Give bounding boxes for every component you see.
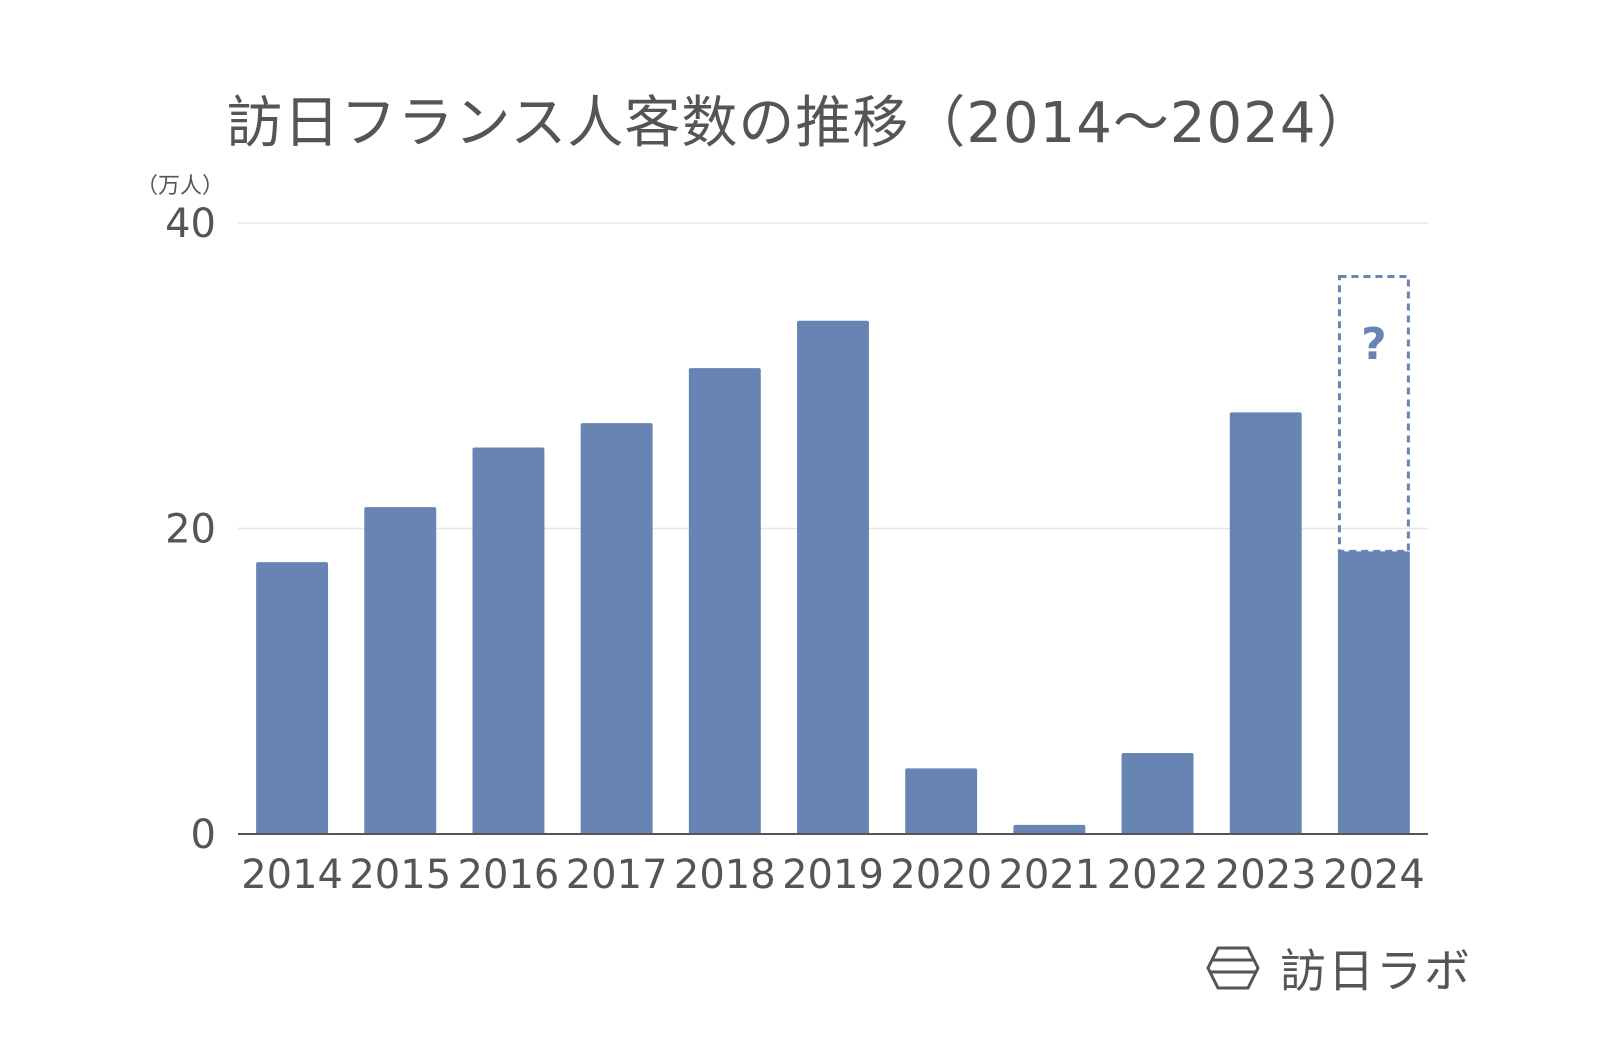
chart-title: 訪日フランス人客数の推移（2014〜2024）: [226, 91, 1374, 156]
x-tick-label: 2018: [674, 852, 776, 898]
bar-2015: [364, 507, 437, 834]
y-axis-unit-label: （万人）: [136, 174, 225, 199]
x-tick-label: 2016: [458, 852, 560, 898]
hexagon-logo-icon: [1206, 946, 1260, 990]
bar-2016: [472, 447, 545, 834]
y-tick-label: 0: [191, 812, 216, 858]
x-tick-label: 2023: [1215, 852, 1317, 898]
x-tick-label: 2015: [349, 852, 451, 898]
bar-2022: [1121, 753, 1194, 834]
x-tick-label: 2017: [566, 852, 668, 898]
bar-2023: [1229, 412, 1302, 834]
y-tick-label: 20: [165, 507, 216, 553]
bar-2024: [1337, 551, 1410, 834]
x-tick-label: 2020: [890, 852, 992, 898]
bar-2019: [797, 320, 869, 834]
bar-2018: [688, 368, 761, 834]
projection-outline: [1337, 274, 1410, 553]
x-tick-label: 2019: [782, 852, 884, 898]
brand-name: 訪日ラボ: [1280, 944, 1472, 998]
bar-2014: [256, 562, 329, 834]
bar-2021: [1013, 824, 1086, 834]
x-tick-label: 2014: [241, 852, 343, 898]
projection-question-mark: ?: [1361, 319, 1387, 370]
bar-2017: [580, 423, 653, 834]
x-tick-label: 2021: [998, 852, 1100, 898]
y-tick-label: 40: [165, 201, 216, 247]
x-tick-label: 2024: [1323, 852, 1425, 898]
brand-logo: 訪日ラボ: [1206, 940, 1472, 998]
x-tick-label: 2022: [1107, 852, 1209, 898]
bar-2020: [905, 768, 978, 834]
